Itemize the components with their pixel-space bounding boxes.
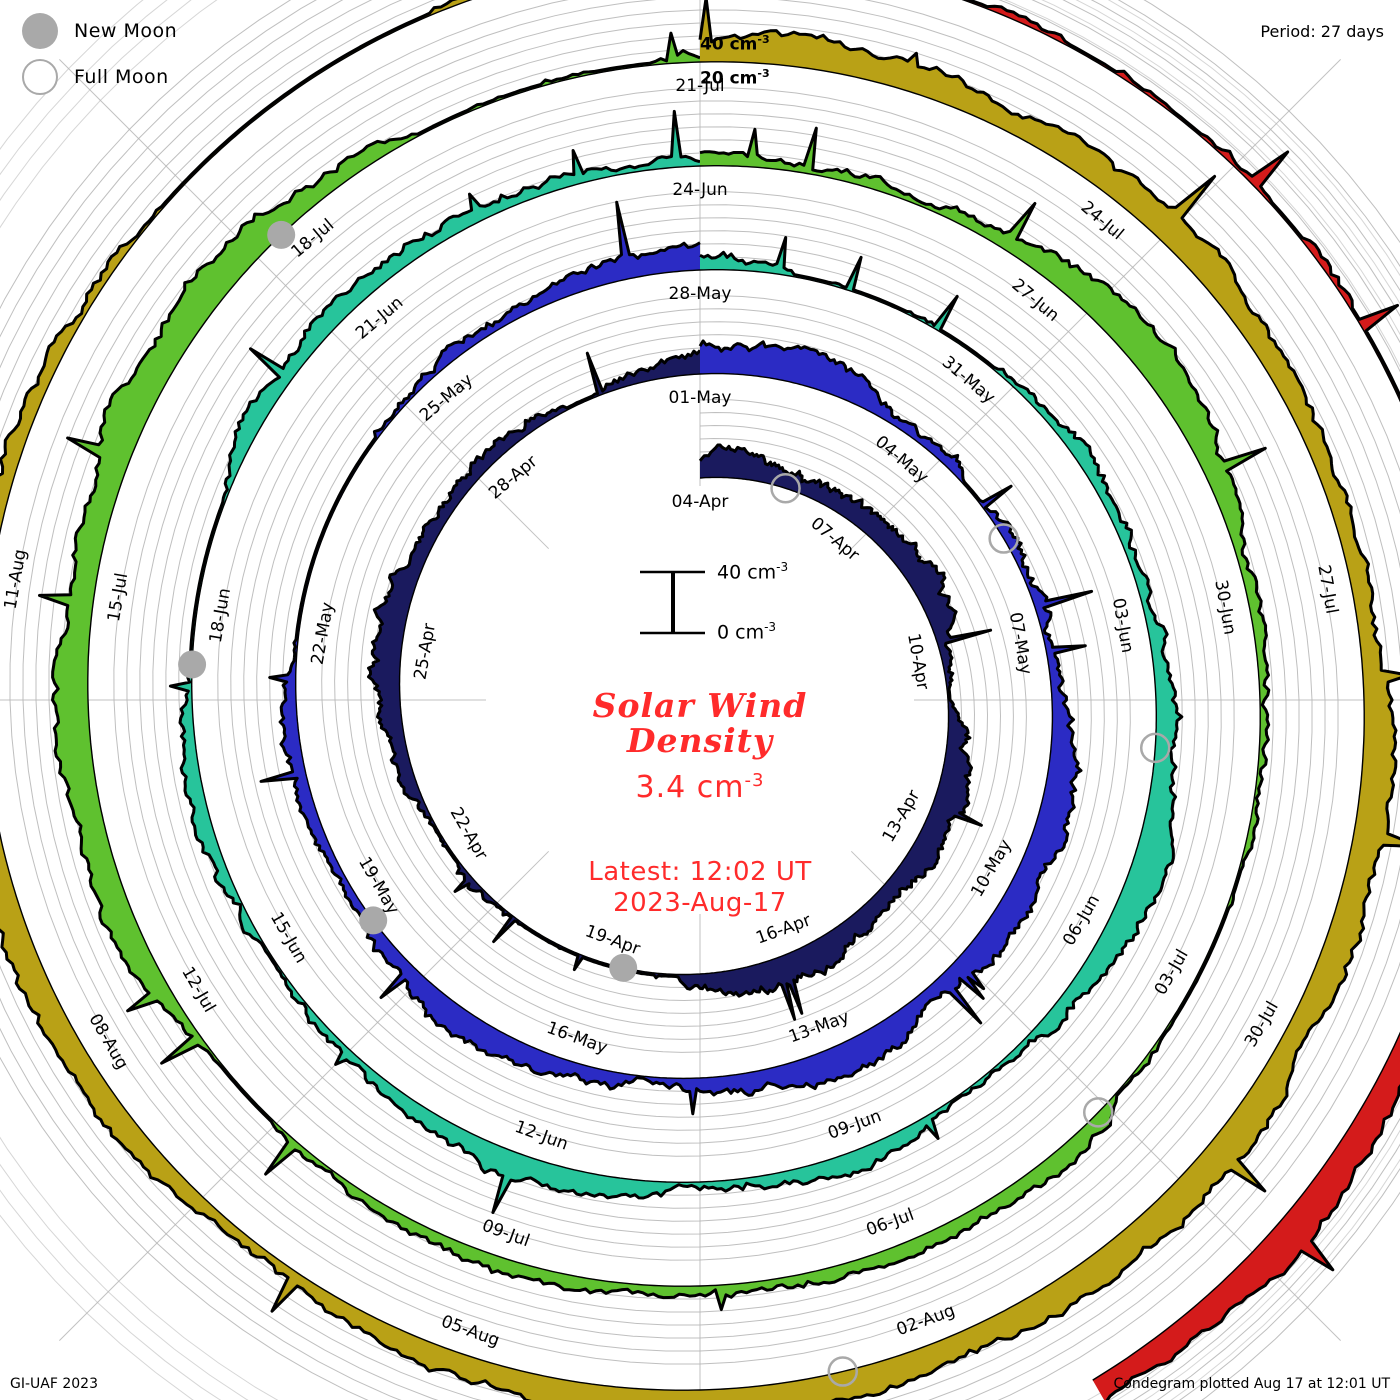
radial-scale-20-text: 20 cm xyxy=(700,68,758,89)
spiral-date-label: 24-Jun xyxy=(672,180,727,200)
spiral-date-label: 09-Jun xyxy=(825,1106,884,1144)
period-label: Period: 27 days xyxy=(1260,22,1384,41)
spiral-date-label: 28-May xyxy=(669,284,732,304)
spiral-date-label: 09-Jul xyxy=(479,1216,532,1252)
footer-credit: GI-UAF 2023 xyxy=(10,1376,98,1392)
new-moon-icon xyxy=(22,13,58,49)
spiral-date-label: 01-May xyxy=(669,388,732,408)
moon-markers xyxy=(178,220,1171,1387)
footer-plot-time: Condegram plotted Aug 17 at 12:01 UT xyxy=(1113,1376,1390,1392)
legend-label-new-moon: New Moon xyxy=(74,20,178,42)
spiral-date-label: 21-Jul xyxy=(675,76,724,96)
spiral-date-label: 12-Jun xyxy=(512,1117,571,1155)
spiral-date-label: 19-Apr xyxy=(582,921,642,959)
spiral-date-label: 02-Aug xyxy=(894,1301,958,1341)
spiral-date-label: 04-Apr xyxy=(672,492,729,512)
spiral-date-label: 10-Apr xyxy=(903,632,933,691)
spiral-date-label: 30-Jun xyxy=(1210,578,1239,636)
spiral-date-label: 06-Jul xyxy=(864,1205,917,1241)
spiral-date-label: 25-Apr xyxy=(410,622,440,681)
radial-scale-label-20: 20 cm-3 xyxy=(700,67,770,89)
moon-phase-legend: New Moon Full Moon xyxy=(22,8,177,100)
spiral-date-label: 22-May xyxy=(308,601,339,666)
legend-row-new-moon: New Moon xyxy=(22,8,177,54)
spiral-date-label: 27-Jul xyxy=(1313,563,1341,615)
spiral-date-label: 12-Jul xyxy=(177,963,219,1016)
spiral-date-label: 15-Jul xyxy=(104,571,132,623)
radial-scale-20-exp: -3 xyxy=(757,67,770,80)
full-moon-icon xyxy=(22,59,58,95)
legend-row-full-moon: Full Moon xyxy=(22,54,177,100)
radial-scale-label-40: 40 cm-3 xyxy=(700,33,770,55)
spiral-date-label: 05-Aug xyxy=(438,1312,502,1352)
spiral-date-label: 18-Jun xyxy=(206,587,235,645)
spiral-date-label: 03-Jun xyxy=(1108,597,1137,655)
spiral-date-label: 03-Jul xyxy=(1151,946,1193,999)
spiral-date-label: 30-Jul xyxy=(1241,998,1283,1051)
spiral-date-label: 13-May xyxy=(786,1007,852,1047)
spiral-date-label: 11-Aug xyxy=(1,548,31,611)
radial-scale-40-exp: -3 xyxy=(757,33,770,46)
legend-label-full-moon: Full Moon xyxy=(74,66,169,88)
spiral-date-label: 16-Apr xyxy=(753,910,813,948)
spiral-date-label: 16-May xyxy=(544,1018,610,1058)
radial-scale-40-text: 40 cm xyxy=(700,34,758,55)
